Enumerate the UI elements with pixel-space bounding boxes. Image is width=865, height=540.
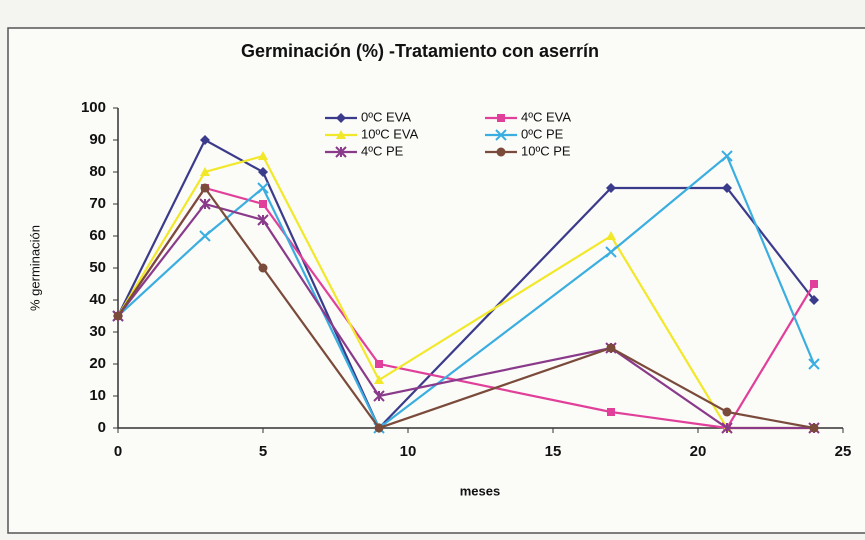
marker (808, 358, 820, 370)
marker (496, 147, 506, 157)
marker (258, 167, 268, 177)
legend-label: 10ºC EVA (361, 126, 419, 141)
legend-label: 4ºC PE (361, 143, 404, 158)
marker (200, 167, 210, 176)
marker (257, 182, 269, 194)
marker (605, 246, 617, 258)
y-axis-label: % germinación (27, 225, 42, 311)
marker (497, 114, 505, 122)
x-tick-label: 25 (835, 443, 852, 460)
marker (810, 280, 818, 288)
y-tick-label: 70 (89, 195, 106, 212)
marker (721, 422, 733, 434)
marker (258, 263, 268, 273)
y-tick-label: 30 (89, 323, 106, 340)
y-tick-label: 80 (89, 163, 106, 180)
marker (199, 198, 211, 210)
marker (722, 407, 732, 417)
x-axis-label: meses (460, 483, 500, 498)
marker (257, 214, 269, 226)
marker (336, 130, 346, 139)
marker (809, 423, 819, 433)
x-tick-label: 10 (400, 443, 417, 460)
y-tick-label: 0 (98, 419, 106, 436)
y-tick-label: 40 (89, 291, 106, 308)
legend-box (315, 108, 635, 170)
marker (259, 200, 267, 208)
marker (606, 231, 616, 240)
y-tick-label: 50 (89, 259, 106, 276)
x-tick-label: 20 (690, 443, 707, 460)
marker (199, 230, 211, 242)
marker (606, 343, 616, 353)
legend-label: 0ºC PE (521, 126, 564, 141)
marker (200, 135, 210, 145)
y-tick-label: 90 (89, 131, 106, 148)
marker (336, 113, 346, 123)
y-tick-label: 20 (89, 355, 106, 372)
marker (606, 183, 616, 193)
marker (200, 183, 210, 193)
chart-title: Germinación (%) -Tratamiento con aserrín (241, 41, 599, 61)
x-tick-label: 5 (259, 443, 267, 460)
marker (721, 150, 733, 162)
legend-label: 0ºC EVA (361, 109, 411, 124)
marker (722, 183, 732, 193)
x-tick-label: 0 (114, 443, 122, 460)
marker (607, 408, 615, 416)
legend-label: 4ºC EVA (521, 109, 571, 124)
marker (373, 390, 385, 402)
marker (374, 423, 384, 433)
marker (809, 295, 819, 305)
marker (375, 360, 383, 368)
marker (258, 151, 268, 160)
marker (335, 146, 347, 158)
y-tick-label: 100 (81, 99, 106, 116)
x-tick-label: 15 (545, 443, 562, 460)
marker (113, 311, 123, 321)
y-tick-label: 10 (89, 387, 106, 404)
marker (374, 375, 384, 384)
y-tick-label: 60 (89, 227, 106, 244)
marker (495, 129, 507, 141)
legend-label: 10ºC PE (521, 143, 571, 158)
